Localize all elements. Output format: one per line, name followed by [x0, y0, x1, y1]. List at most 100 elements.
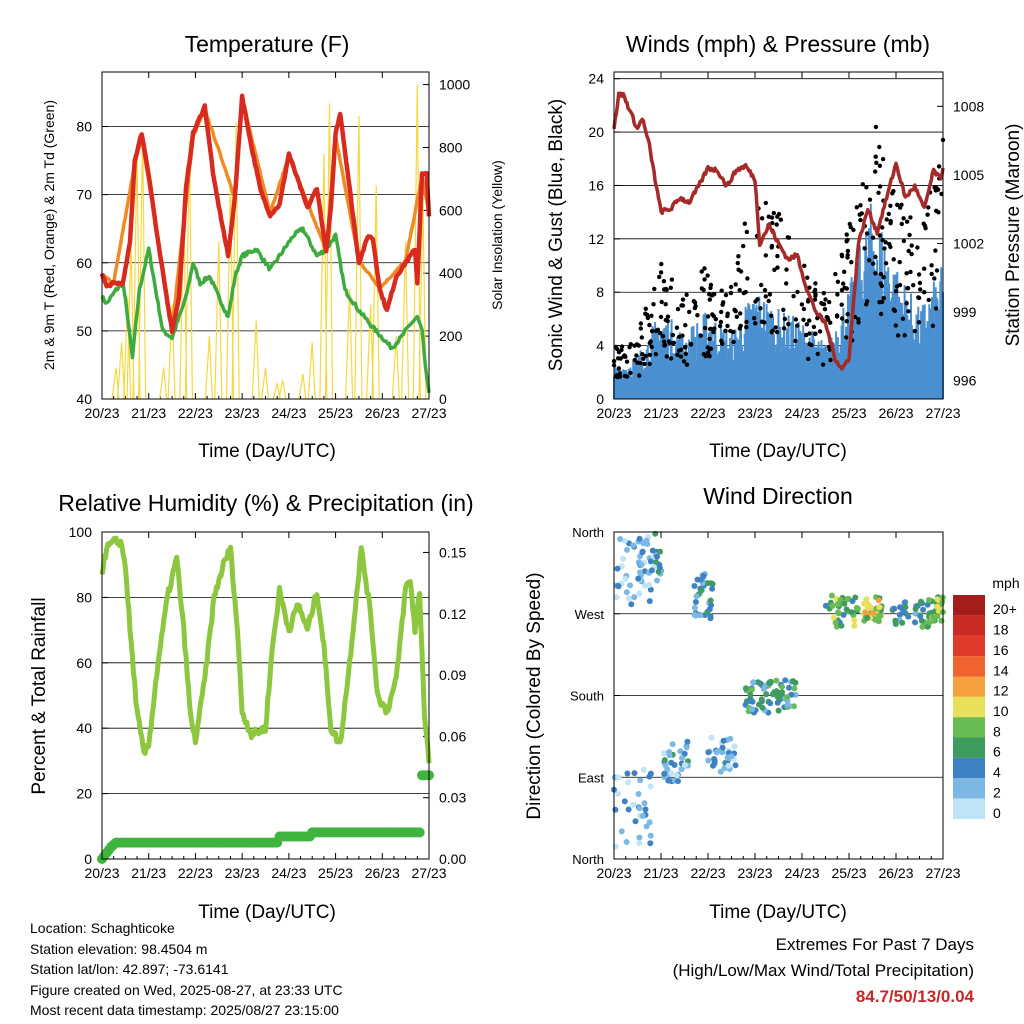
direction-point: [774, 699, 781, 706]
gust-point: [819, 300, 824, 306]
direction-point: [834, 601, 841, 608]
gust-point: [807, 318, 812, 323]
x-tick-label: 20/23: [596, 865, 631, 881]
y-right-tick-label: 996: [953, 373, 977, 389]
direction-point: [662, 762, 669, 769]
gust-point: [886, 211, 891, 217]
gust-point: [762, 287, 768, 293]
gust-point: [705, 314, 711, 319]
gust-point: [762, 320, 767, 325]
x-tick-label: 22/23: [178, 865, 213, 881]
wind-direction-xlabel: Time (Day/UTC): [709, 902, 847, 923]
solar-insolation-spike: [260, 367, 270, 400]
gust-point: [839, 302, 844, 307]
created-text: Figure created on Wed, 2025-08-27, at 23…: [30, 981, 343, 998]
solar-insolation-spike: [214, 241, 223, 400]
gust-point: [636, 343, 641, 348]
direction-point: [749, 698, 756, 705]
gust-point: [624, 374, 630, 379]
gust-point: [653, 352, 659, 357]
y-tick-label: 70: [76, 187, 92, 203]
x-tick-label: 23/23: [737, 405, 772, 421]
gust-point: [649, 313, 654, 318]
gust-point: [809, 342, 814, 348]
x-tick-label: 24/23: [784, 865, 819, 881]
direction-point: [719, 744, 726, 751]
latlon-text: Station lat/lon: 42.897; -73.6141: [30, 961, 229, 977]
gust-point: [849, 260, 854, 265]
colorbar-label: 2: [993, 785, 1001, 801]
x-tick-label: 21/23: [131, 865, 166, 881]
gust-point: [845, 255, 850, 260]
direction-point: [749, 706, 756, 713]
direction-point: [623, 589, 630, 596]
solar-insolation-spike: [123, 298, 132, 400]
gust-point: [744, 325, 749, 330]
colorbar-swatch: [953, 717, 985, 738]
direction-point: [920, 606, 927, 613]
gust-point: [929, 271, 934, 277]
gust-point: [873, 124, 879, 130]
gust-point: [758, 306, 763, 311]
direction-point: [636, 590, 643, 597]
y-tick-label: 20: [76, 786, 92, 802]
gust-point: [766, 298, 771, 304]
gust-point: [774, 329, 780, 335]
gust-point: [786, 235, 792, 240]
gust-point: [905, 286, 911, 291]
wind-direction-ylabel: Direction (Colored By Speed): [524, 572, 545, 819]
gust-point: [707, 354, 712, 359]
gust-point: [618, 356, 623, 361]
x-tick-label: 20/23: [84, 865, 119, 881]
direction-point: [621, 537, 628, 544]
gust-point: [664, 354, 669, 359]
colorbar-label: 12: [993, 683, 1009, 699]
gust-point: [670, 332, 676, 338]
gust-point: [701, 352, 707, 357]
x-tick-label: 20/23: [596, 405, 631, 421]
gust-point: [873, 169, 878, 174]
gust-point: [678, 354, 684, 359]
gust-point: [893, 289, 899, 294]
direction-point: [647, 770, 654, 777]
gust-point: [645, 315, 651, 321]
direction-point: [635, 791, 642, 797]
gust-point: [856, 320, 861, 325]
direction-point: [640, 766, 647, 773]
direction-point: [791, 685, 798, 692]
solar-insolation-spike: [251, 320, 260, 400]
rainfall-point: [414, 827, 425, 838]
x-tick-label: 24/23: [271, 865, 306, 881]
gust-point: [671, 340, 677, 345]
direction-point: [641, 800, 648, 807]
gust-point: [678, 347, 684, 352]
gust-point: [936, 164, 942, 169]
gust-point: [684, 362, 690, 367]
solar-insolation-spike: [345, 288, 354, 400]
gust-point: [844, 239, 849, 244]
gust-point: [614, 346, 620, 352]
gust-point: [805, 299, 811, 304]
direction-point: [615, 582, 622, 589]
solar-ylabel: Solar Insolation (Yellow): [489, 160, 505, 310]
gust-point: [926, 205, 931, 210]
gust-point: [766, 214, 771, 219]
direction-point: [779, 689, 785, 696]
y-right-tick-label: 200: [439, 328, 463, 344]
direction-point: [624, 546, 630, 553]
gust-point: [793, 338, 798, 344]
gust-point: [878, 281, 883, 286]
gust-point: [833, 271, 838, 277]
gust-point: [922, 266, 927, 271]
gust-point: [743, 289, 748, 295]
gust-point: [835, 292, 840, 297]
x-tick-label: 25/23: [318, 865, 353, 881]
x-tick-label: 23/23: [225, 405, 260, 421]
gust-point: [781, 307, 786, 312]
x-tick-label: 21/23: [643, 865, 678, 881]
direction-point: [698, 587, 705, 594]
solar-insolation-spike: [231, 122, 240, 400]
gust-point: [725, 323, 730, 329]
direction-point: [613, 594, 620, 601]
gust-point: [759, 216, 765, 221]
